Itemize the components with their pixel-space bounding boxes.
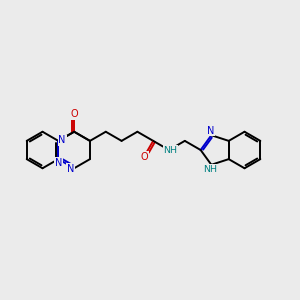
Text: O: O xyxy=(70,109,78,119)
Text: N: N xyxy=(67,164,74,174)
Text: N: N xyxy=(207,125,214,136)
Text: O: O xyxy=(140,152,148,162)
Text: NH: NH xyxy=(203,165,217,174)
Text: N: N xyxy=(55,158,63,168)
Text: NH: NH xyxy=(164,146,178,155)
Text: N: N xyxy=(58,135,66,145)
